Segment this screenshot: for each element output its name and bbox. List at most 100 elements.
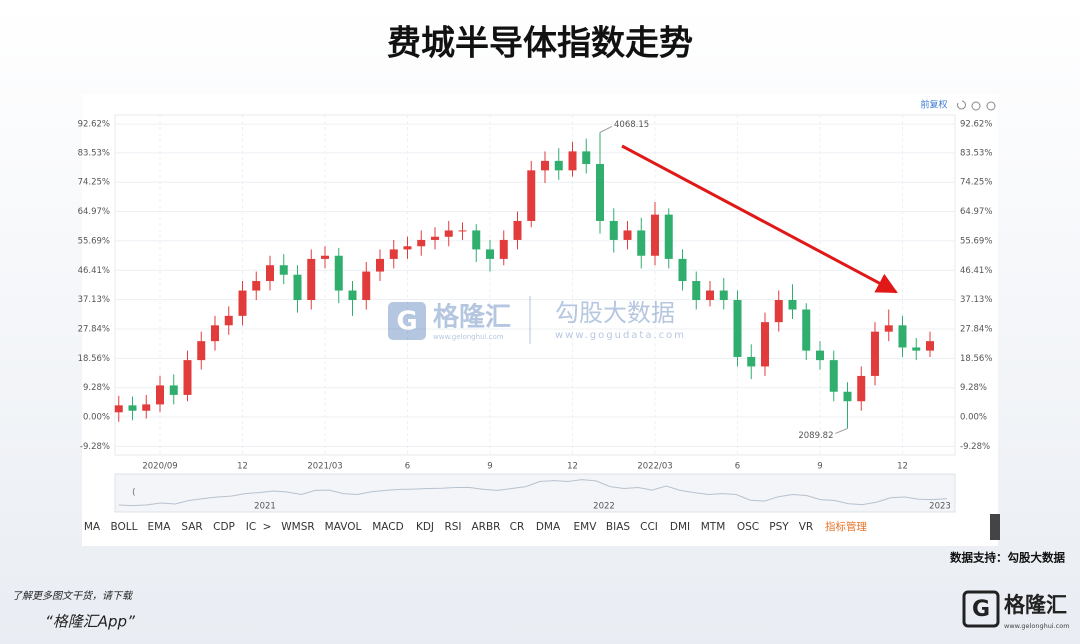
indicator-tab[interactable]: VR bbox=[799, 521, 813, 533]
indicator-tab[interactable]: IC bbox=[246, 521, 256, 533]
y-tick-label: -9.28% bbox=[80, 442, 110, 452]
footer-url: www.gelonghui.com bbox=[1004, 622, 1070, 630]
candle-body bbox=[224, 315, 233, 326]
indicator-tab[interactable]: BIAS bbox=[606, 521, 630, 533]
indicator-tab[interactable]: PSY bbox=[769, 521, 789, 533]
annotation-leader bbox=[835, 427, 848, 434]
candle-body bbox=[169, 385, 178, 395]
reset-icon[interactable] bbox=[957, 100, 966, 110]
y-tick-label: 92.62% bbox=[78, 120, 110, 130]
x-tick-label: 2020/09 bbox=[142, 462, 177, 472]
y-tick-label: 83.53% bbox=[78, 148, 110, 158]
x-tick-label: 12 bbox=[237, 462, 248, 472]
y2-tick-label: 18.56% bbox=[960, 354, 992, 364]
indicator-tabs: MA BOLL EMA SAR CDP IC > WMSR MAVOL MACD KDJ RSI ARB… bbox=[84, 520, 868, 533]
zoom-out-icon[interactable] bbox=[971, 101, 981, 111]
annotation-leader bbox=[599, 125, 613, 133]
watermark-logo bbox=[388, 302, 426, 340]
navigator[interactable] bbox=[114, 473, 956, 513]
footer-logo-g: G bbox=[972, 597, 990, 622]
indicator-tab[interactable]: CDP bbox=[213, 521, 235, 533]
footer-logo-mark bbox=[962, 590, 1000, 628]
y2-tick-label: 37.13% bbox=[960, 295, 992, 305]
candle-body bbox=[871, 331, 879, 376]
indicator-tab[interactable]: MTM bbox=[701, 521, 726, 533]
indicator-tab[interactable]: RSI bbox=[444, 521, 461, 533]
candle-body bbox=[926, 341, 934, 351]
navigator-series: 2021 2022 2023 ⟨ bbox=[118, 479, 951, 512]
watermark-brand: 格隆汇 bbox=[433, 302, 511, 333]
candle-body bbox=[211, 325, 219, 342]
x-tick-label: 12 bbox=[897, 462, 908, 472]
y-tick-label: 18.56% bbox=[78, 354, 110, 364]
navigator-year: 2023 bbox=[929, 502, 951, 512]
candle-body bbox=[499, 239, 508, 259]
candle-body bbox=[128, 405, 137, 411]
y2-tick-label: 74.25% bbox=[960, 178, 992, 188]
watermark-data-url: www.gogudata.com bbox=[555, 330, 686, 341]
candle-body bbox=[747, 356, 756, 367]
watermark: G 格隆汇 www.gelonghui.com 勾股大数据 www.goguda… bbox=[388, 296, 686, 344]
y2-tick-label: -9.28% bbox=[960, 442, 990, 452]
candle-body bbox=[348, 290, 357, 301]
indicator-tab[interactable]: CCI bbox=[640, 521, 658, 533]
indicator-tab[interactable]: CR bbox=[510, 521, 525, 533]
candle-body bbox=[527, 170, 536, 221]
side-handle bbox=[990, 514, 1000, 540]
y2-tick-label: 9.28% bbox=[960, 383, 987, 393]
indicator-tab[interactable]: BOLL bbox=[111, 521, 138, 533]
candle-body bbox=[802, 309, 811, 351]
y-tick-label: 46.41% bbox=[78, 266, 110, 276]
footer-app: “格隆汇App” bbox=[45, 613, 135, 631]
candle-body bbox=[568, 151, 577, 171]
y2-tick-label: 46.41% bbox=[960, 266, 992, 276]
y2-tick-label: 92.62% bbox=[960, 120, 992, 130]
candle-body bbox=[362, 271, 371, 301]
indicator-tab[interactable]: > bbox=[263, 521, 272, 533]
indicator-tab[interactable]: MACD bbox=[372, 521, 403, 533]
indicator-tab[interactable]: OSC bbox=[737, 521, 759, 533]
indicator-tab[interactable]: DMA bbox=[536, 521, 561, 533]
x-tick-label: 9 bbox=[487, 462, 492, 472]
candle-body bbox=[582, 151, 591, 165]
footer-promo: 了解更多图文干货，请下载 bbox=[12, 590, 134, 602]
indicator-tab[interactable]: EMV bbox=[574, 521, 598, 533]
indicator-tab[interactable]: MA bbox=[84, 521, 101, 533]
candle-body bbox=[774, 300, 783, 323]
indicator-tab[interactable]: KDJ bbox=[416, 521, 434, 533]
zoom-in-icon[interactable] bbox=[986, 101, 996, 111]
indicator-tab[interactable]: WMSR bbox=[281, 521, 314, 533]
y-tick-label: 37.13% bbox=[78, 295, 110, 305]
candle-body bbox=[486, 249, 494, 259]
indicator-tab[interactable]: MAVOL bbox=[325, 521, 362, 533]
candle-body bbox=[898, 325, 907, 348]
x-tick-label: 12 bbox=[567, 462, 578, 472]
trend-arrow bbox=[621, 144, 898, 294]
indicator-tab[interactable]: DMI bbox=[670, 521, 690, 533]
indicator-tab[interactable]: ARBR bbox=[472, 521, 501, 533]
candle-body bbox=[238, 290, 247, 316]
plot-frame bbox=[114, 114, 956, 456]
toolbar-icons[interactable] bbox=[957, 100, 996, 111]
indicator-tab[interactable]: EMA bbox=[148, 521, 172, 533]
candle-body bbox=[912, 347, 921, 351]
candle-body bbox=[678, 258, 687, 282]
annotation: 4068.15 bbox=[614, 120, 649, 130]
annotation: 2089.82 bbox=[798, 431, 833, 441]
candle-body bbox=[513, 220, 522, 240]
candle-body bbox=[554, 160, 563, 171]
candle-body bbox=[829, 360, 838, 392]
adjust-mode[interactable]: 前复权 bbox=[920, 99, 947, 111]
y-tick-label: 55.69% bbox=[78, 236, 110, 246]
navigator-handle: ⟨ bbox=[132, 488, 135, 498]
candle-body bbox=[843, 391, 852, 402]
indicator-tab[interactable]: SAR bbox=[181, 521, 202, 533]
candle-body bbox=[458, 230, 467, 232]
chart-panel bbox=[82, 94, 998, 546]
x-tick-label: 9 bbox=[817, 462, 822, 472]
indicator-tab[interactable]: 指标管理 bbox=[825, 520, 867, 533]
candle-body bbox=[142, 404, 151, 411]
candle-body bbox=[279, 265, 288, 275]
candle-body bbox=[321, 255, 329, 259]
candle-body bbox=[692, 281, 701, 301]
